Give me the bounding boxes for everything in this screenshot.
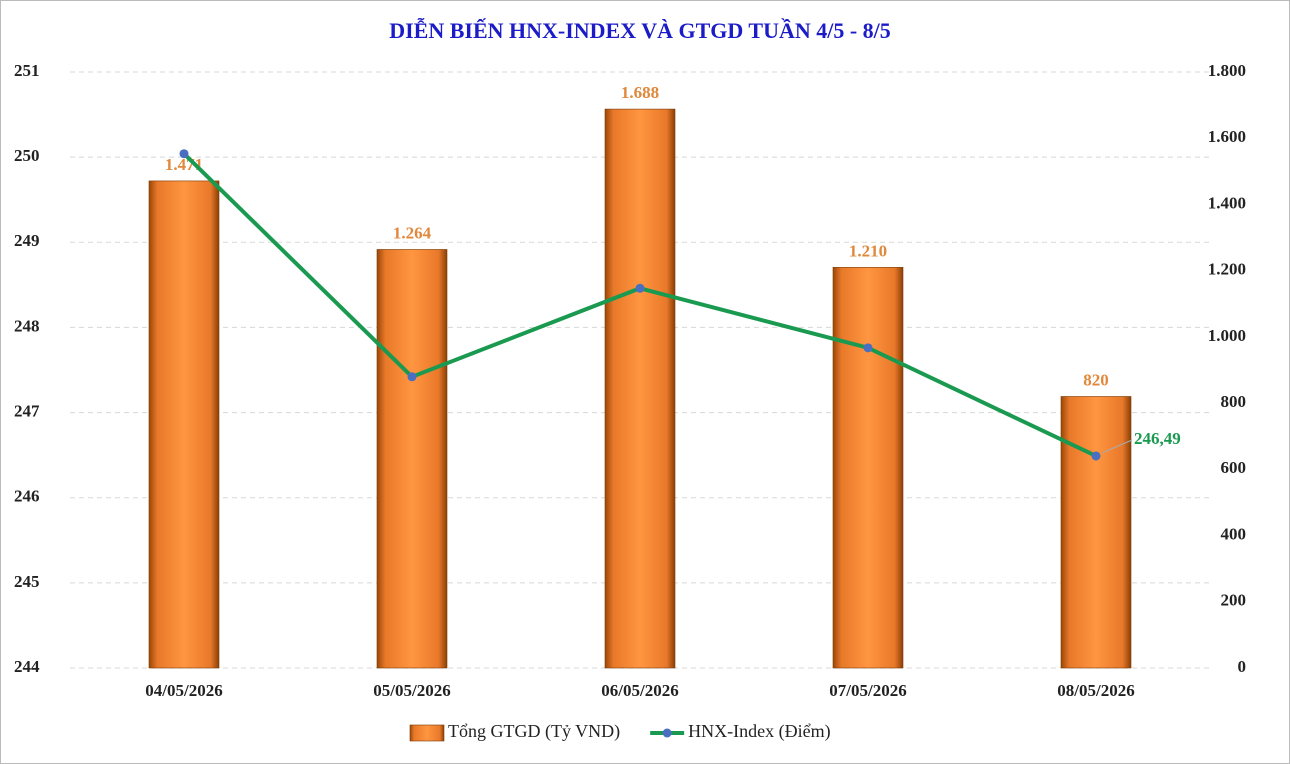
legend-swatch [409,724,445,742]
bar-value-label: 820 [1083,370,1109,389]
y-tick-label: 247 [14,401,40,420]
leader-line [1101,439,1133,454]
bar [376,249,448,669]
y2-tick-label: 200 [1221,591,1247,610]
y-tick-label: 251 [14,61,40,80]
x-tick-label: 08/05/2026 [1057,681,1134,700]
y-tick-label: 244 [14,657,40,676]
bar [604,108,676,669]
line-marker [1091,451,1101,461]
x-tick-label: 06/05/2026 [601,681,678,700]
bar-value-label: 1.471 [165,155,203,174]
bar-value-label: 1.688 [621,83,659,102]
y2-tick-label: 1.400 [1208,193,1246,212]
y-tick-label: 250 [14,146,40,165]
line-marker [407,372,417,382]
y2-tick-label: 1.200 [1208,260,1246,279]
bar [1060,396,1132,669]
bar [148,180,220,669]
x-tick-label: 04/05/2026 [145,681,222,700]
y2-tick-label: 1.800 [1208,61,1246,80]
y2-tick-label: 0 [1238,657,1247,676]
line-marker [635,283,645,293]
y2-tick-label: 800 [1221,392,1247,411]
y-tick-label: 246 [14,487,40,506]
y-tick-label: 249 [14,231,40,250]
y-tick-label: 245 [14,572,40,591]
legend-label: HNX-Index (Điểm) [688,721,830,742]
line-value-label: 246,49 [1134,429,1181,448]
x-tick-label: 07/05/2026 [829,681,906,700]
legend-marker [662,728,672,738]
line-marker [179,149,189,159]
y2-tick-label: 400 [1221,524,1247,543]
y-tick-label: 248 [14,316,40,335]
bar-value-label: 1.210 [849,241,887,260]
legend-label: Tổng GTGD (Tỷ VND) [448,721,620,742]
x-tick-label: 05/05/2026 [373,681,450,700]
y2-tick-label: 1.600 [1208,127,1246,146]
bar [832,267,904,669]
chart-title: DIỄN BIẾN HNX-INDEX VÀ GTGD TUẦN 4/5 - 8… [389,18,891,43]
y2-tick-label: 600 [1221,458,1247,477]
y2-tick-label: 1.000 [1208,326,1246,345]
line-marker [863,343,873,353]
bar-value-label: 1.264 [393,223,432,242]
